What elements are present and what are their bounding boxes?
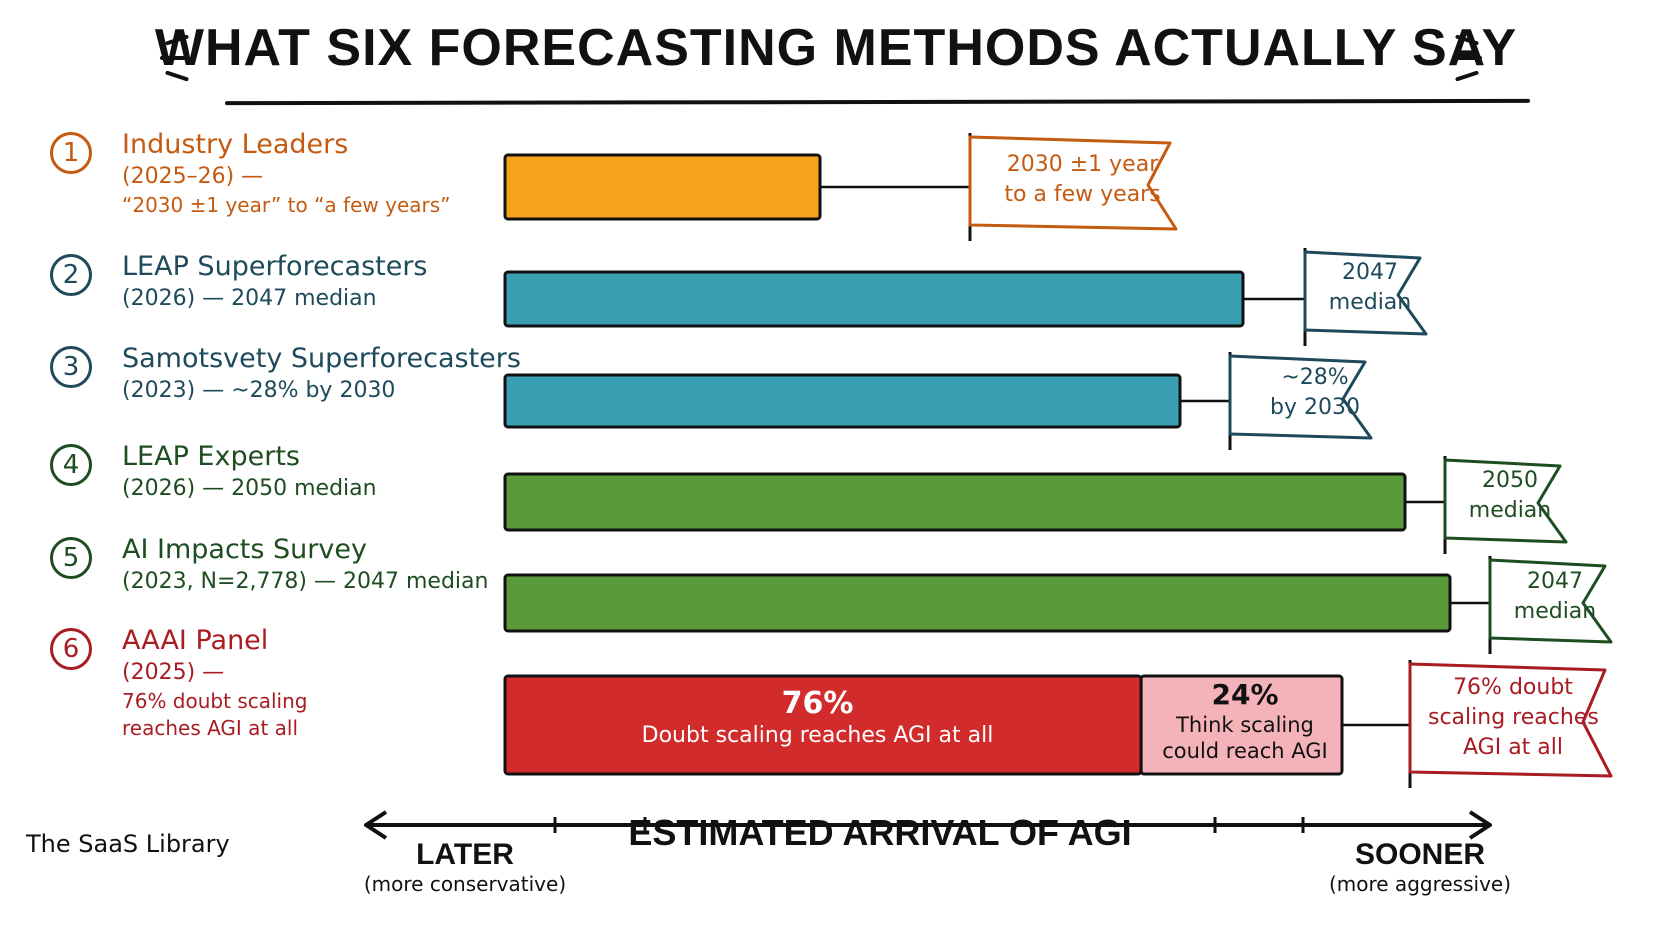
method-detail: (2025) — xyxy=(122,660,225,685)
axis-right-label: SOONER (more aggressive) xyxy=(1328,838,1512,896)
flag-text-2: 2047 median xyxy=(1328,260,1412,315)
bar-2 xyxy=(503,270,1245,328)
flag-5 xyxy=(1488,558,1613,644)
number-badge: 2 xyxy=(50,254,92,296)
segment-label-76: 76% Doubt scaling reaches AGI at all xyxy=(641,686,994,748)
method-detail: (2026) — 2050 median xyxy=(122,476,377,501)
flag-3 xyxy=(1228,354,1373,440)
x-axis-title: ESTIMATED ARRIVAL OF AGI xyxy=(628,812,1132,853)
x-axis-arrow-right xyxy=(1468,810,1492,840)
number-badge: 1 xyxy=(50,132,92,174)
number-badge: 3 xyxy=(50,346,92,388)
flag-4 xyxy=(1443,458,1568,544)
flag-6 xyxy=(1408,662,1613,778)
method-detail: (2026) — 2047 median xyxy=(122,286,377,311)
segment-label-24: 24% Think scaling could reach AGI xyxy=(1162,678,1328,763)
method-name: AI Impacts Survey xyxy=(122,534,367,565)
flag-text-4: 2050 median xyxy=(1468,468,1552,523)
axis-left-label: LATER (more conservative) xyxy=(363,838,567,896)
bar-3 xyxy=(503,373,1182,429)
x-axis-arrow-left xyxy=(364,810,388,840)
brand-credit: The SaaS Library xyxy=(26,830,230,858)
title-mark-right-2 xyxy=(1452,56,1482,60)
number-badge: 4 xyxy=(50,444,92,486)
method-name: Industry Leaders xyxy=(122,129,349,160)
title-mark-left-2 xyxy=(160,56,190,60)
flag-text-1: 2030 ±1 year to a few years xyxy=(1004,152,1161,207)
method-detail-3: reaches AGI at all xyxy=(122,716,299,740)
method-name: LEAP Experts xyxy=(122,441,300,472)
flag-2 xyxy=(1303,250,1428,336)
bar-5 xyxy=(503,573,1452,633)
method-name: AAAI Panel xyxy=(122,625,269,656)
chart-title: WHAT SIX FORECASTING METHODS ACTUALLY SA… xyxy=(154,19,1518,77)
flag-text-3: ~28% by 2030 xyxy=(1270,365,1360,420)
number-badge: 6 xyxy=(50,628,92,670)
number-badge: 5 xyxy=(50,537,92,579)
flag-text-6: 76% doubt scaling reaches AGI at all xyxy=(1428,675,1599,760)
method-detail-2: “2030 ±1 year” to “a few years” xyxy=(122,193,451,217)
method-detail: (2023, N=2,778) — 2047 median xyxy=(122,569,489,594)
flag-text-5: 2047 median xyxy=(1513,569,1597,624)
method-detail: (2025–26) — xyxy=(122,164,264,189)
flag-1 xyxy=(968,135,1178,231)
method-detail-2: 76% doubt scaling xyxy=(122,689,308,713)
bar-4 xyxy=(503,472,1407,532)
method-detail: (2023) — ~28% by 2030 xyxy=(122,378,396,403)
method-name: Samotsvety Superforecasters xyxy=(122,343,521,374)
bar-1 xyxy=(503,153,822,221)
method-name: LEAP Superforecasters xyxy=(122,251,428,282)
